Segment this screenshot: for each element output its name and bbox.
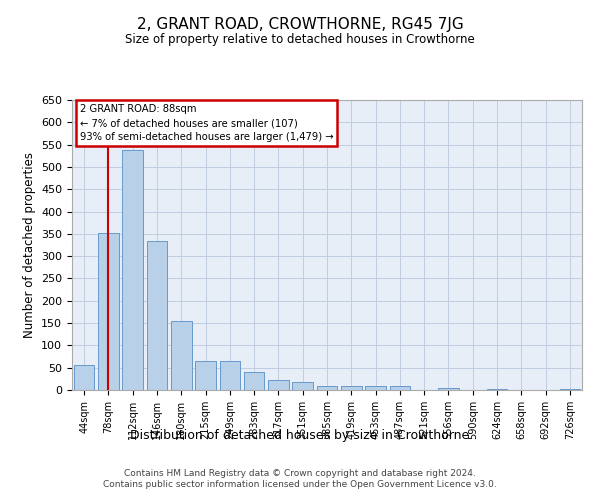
- Bar: [146, 240, 167, 390]
- Bar: [341, 386, 362, 390]
- Y-axis label: Number of detached properties: Number of detached properties: [23, 152, 35, 338]
- Bar: [122, 150, 143, 390]
- Bar: [220, 361, 240, 390]
- Bar: [389, 386, 410, 390]
- Text: Contains HM Land Registry data © Crown copyright and database right 2024.: Contains HM Land Registry data © Crown c…: [124, 468, 476, 477]
- Bar: [244, 372, 265, 390]
- Bar: [74, 366, 94, 390]
- Text: Contains public sector information licensed under the Open Government Licence v3: Contains public sector information licen…: [103, 480, 497, 489]
- Bar: [487, 388, 508, 390]
- Bar: [268, 380, 289, 390]
- Bar: [98, 232, 119, 390]
- Text: 2, GRANT ROAD, CROWTHORNE, RG45 7JG: 2, GRANT ROAD, CROWTHORNE, RG45 7JG: [137, 18, 463, 32]
- Text: Distribution of detached houses by size in Crowthorne: Distribution of detached houses by size …: [130, 428, 470, 442]
- Bar: [560, 388, 580, 390]
- Text: Size of property relative to detached houses in Crowthorne: Size of property relative to detached ho…: [125, 32, 475, 46]
- Bar: [292, 382, 313, 390]
- Text: 2 GRANT ROAD: 88sqm
← 7% of detached houses are smaller (107)
93% of semi-detach: 2 GRANT ROAD: 88sqm ← 7% of detached hou…: [80, 104, 333, 142]
- Bar: [438, 388, 459, 390]
- Bar: [195, 361, 216, 390]
- Bar: [365, 386, 386, 390]
- Bar: [171, 321, 191, 390]
- Bar: [317, 386, 337, 390]
